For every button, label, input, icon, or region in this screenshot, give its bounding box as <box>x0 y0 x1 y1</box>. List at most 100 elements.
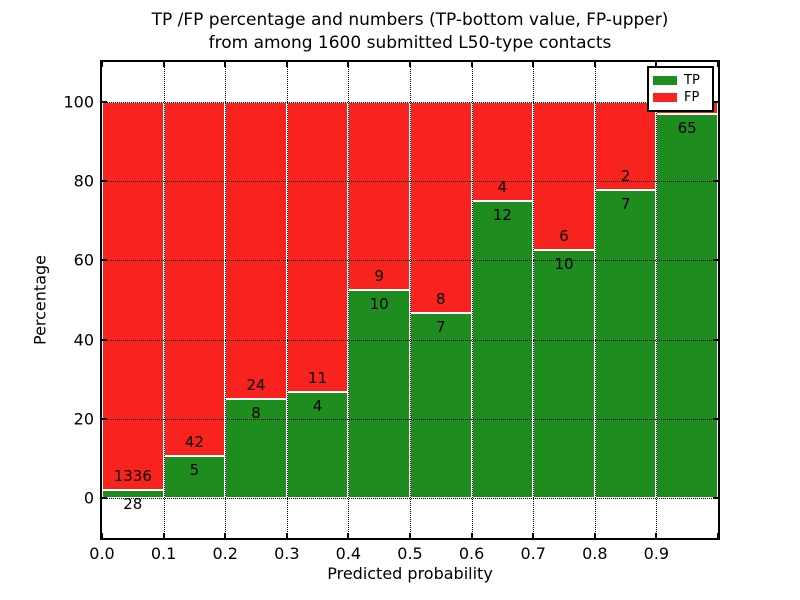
horizontal-gridline <box>102 339 718 341</box>
vertical-gridline <box>225 62 227 538</box>
y-tick-mark <box>102 497 107 500</box>
x-tick-mark-top <box>470 62 473 67</box>
x-tick-mark-top <box>655 62 658 67</box>
legend: TP FP <box>647 66 714 112</box>
vertical-gridline <box>656 62 658 538</box>
bar-tp-segment <box>163 456 226 499</box>
horizontal-gridline <box>102 101 718 103</box>
tp-count-label: 7 <box>620 194 631 213</box>
bar-fp-segment <box>410 101 472 314</box>
vertical-gridline <box>163 62 165 538</box>
vertical-gridline <box>471 62 473 538</box>
tp-count-label: 10 <box>554 255 574 274</box>
y-tick-label: 40 <box>73 330 94 350</box>
chart-title-line2: from among 1600 submitted L50-type conta… <box>208 33 612 53</box>
y-tick-label: 0 <box>83 488 94 508</box>
fp-count-label: 42 <box>184 433 204 452</box>
bar-fp-segment <box>163 101 226 457</box>
x-tick-label: 0.3 <box>274 544 300 563</box>
y-tick-mark-right <box>713 418 718 420</box>
y-tick-mark-right <box>713 100 718 103</box>
x-tick-mark <box>717 533 719 538</box>
x-tick-mark <box>347 533 350 538</box>
bar-tp-segment <box>348 289 410 499</box>
y-tick-mark-right <box>713 180 718 182</box>
y-tick-mark-right <box>713 497 718 500</box>
x-tick-label: 0.7 <box>520 544 546 563</box>
x-tick-label: 0.1 <box>150 544 177 563</box>
fp-count-label: 4 <box>497 177 508 196</box>
vertical-gridline <box>594 62 596 538</box>
bar-fp-segment <box>594 101 657 190</box>
bar-fp-segment <box>348 101 410 290</box>
x-tick-mark <box>409 533 411 538</box>
x-tick-label: 0.5 <box>397 544 423 563</box>
fp-count-label: 1336 <box>113 467 152 485</box>
tp-count-label: 7 <box>436 318 446 337</box>
y-tick-label: 100 <box>63 92 94 112</box>
legend-swatch-tp-icon <box>653 76 677 85</box>
y-tick-label: 80 <box>73 171 94 191</box>
tp-count-label: 12 <box>492 205 512 224</box>
legend-label-fp: FP <box>684 90 700 105</box>
x-tick-label: 0.4 <box>335 544 362 563</box>
y-tick-mark-right <box>713 338 718 341</box>
bar-tp-segment <box>533 250 595 499</box>
fp-count-label: 11 <box>308 369 328 388</box>
bar-fp-segment <box>471 101 534 201</box>
x-tick-mark <box>593 533 596 538</box>
x-tick-mark <box>101 533 103 538</box>
fp-count-label: 2 <box>620 166 631 185</box>
x-tick-label: 0.9 <box>643 544 670 563</box>
fp-count-label: 24 <box>246 376 266 395</box>
bar-tp-segment <box>286 392 349 499</box>
chart-title: TP /FP percentage and numbers (TP-bottom… <box>100 9 720 55</box>
bar-fp-segment <box>102 101 164 490</box>
x-tick-mark-top <box>593 62 596 67</box>
y-tick-mark <box>102 100 107 103</box>
bar-fp-segment <box>225 101 287 400</box>
y-tick-mark <box>102 338 107 341</box>
x-tick-mark-top <box>285 62 288 67</box>
bar-tp-segment <box>594 189 657 499</box>
x-tick-mark <box>285 533 288 538</box>
horizontal-gridline <box>102 419 718 420</box>
bar-tp-segment <box>102 490 164 499</box>
bar-fp-segment <box>286 101 349 393</box>
legend-label-tp: TP <box>684 73 700 88</box>
y-tick-mark <box>102 180 107 182</box>
y-tick-label: 60 <box>73 250 94 270</box>
y-tick-mark <box>102 259 107 262</box>
chart-title-line1: TP /FP percentage and numbers (TP-bottom… <box>151 10 669 30</box>
x-tick-mark-top <box>409 62 411 67</box>
tp-count-label: 10 <box>369 294 389 313</box>
x-tick-label: 0.8 <box>582 544 608 563</box>
x-tick-mark <box>162 533 165 538</box>
fp-count-label: 6 <box>559 227 569 246</box>
legend-item-fp: FP <box>653 91 708 104</box>
x-tick-mark-top <box>347 62 350 67</box>
x-tick-mark <box>532 533 535 538</box>
vertical-gridline <box>348 62 350 538</box>
tp-count-label: 8 <box>251 404 261 423</box>
x-tick-mark <box>224 533 227 538</box>
fp-count-label: 9 <box>374 266 384 285</box>
horizontal-gridline <box>102 260 718 262</box>
tp-count-label: 5 <box>189 461 200 480</box>
legend-swatch-fp-icon <box>653 93 677 102</box>
y-tick-mark <box>102 418 107 420</box>
plot-area: TP FP 0.0 0.1 0.2 0.3 0.4 0.5 0.6 0.7 0.8 0.9 0 20 4… <box>63 60 720 563</box>
legend-item-tp: TP <box>653 74 708 87</box>
vertical-gridline <box>410 62 411 538</box>
x-tick-mark <box>655 533 658 538</box>
x-axis-label: Predicted probability <box>327 564 493 583</box>
x-tick-mark <box>470 533 473 538</box>
tp-count-label: 4 <box>312 397 323 416</box>
bar-tp-segment <box>656 113 718 499</box>
x-tick-mark-top <box>717 62 719 67</box>
x-tick-mark-top <box>224 62 227 67</box>
x-tick-mark-top <box>101 62 103 67</box>
vertical-gridline <box>533 62 535 538</box>
vertical-gridline <box>286 62 288 538</box>
